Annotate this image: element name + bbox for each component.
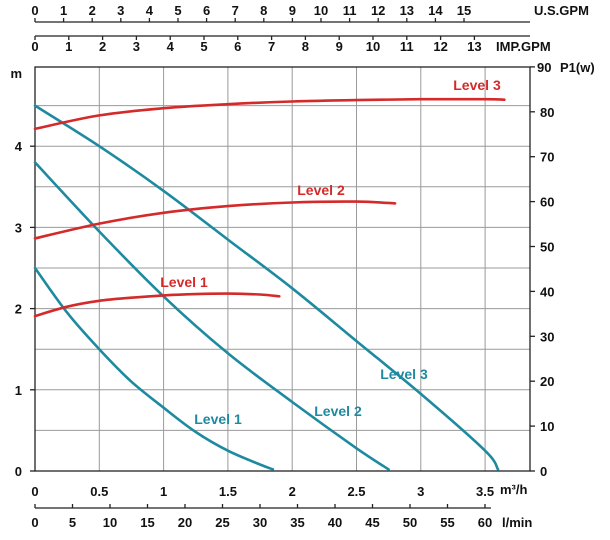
head-tick-label: 4 — [15, 139, 23, 154]
us-gpm-tick-label: 15 — [457, 3, 471, 18]
power-tick-label: 70 — [540, 150, 554, 165]
power-tick-label: 80 — [540, 105, 554, 120]
us-gpm-tick-label: 4 — [146, 3, 154, 18]
us-gpm-tick-label: 13 — [400, 3, 414, 18]
flow-lmin-tick-label: 0 — [31, 515, 38, 530]
curve-labels: Level 1 Level 2 Level 3 Level 1 Level 2 Level… — [160, 77, 501, 427]
flow-lmin-tick-label: 25 — [215, 515, 229, 530]
grid — [35, 67, 530, 471]
flow-m3h-tick-label: 3.5 — [476, 484, 494, 499]
power-tick-label: 60 — [540, 195, 554, 210]
imp-gpm-tick-label: 1 — [65, 39, 72, 54]
us-gpm-tick-label: 11 — [343, 3, 357, 18]
us-gpm-tick-label: 8 — [260, 3, 267, 18]
flow-lmin-tick-label: 55 — [440, 515, 454, 530]
head-unit-label: m — [10, 66, 22, 81]
imp-gpm-tick-label: 11 — [400, 39, 414, 54]
imp-gpm-tick-label: 7 — [268, 39, 275, 54]
power-curve-label-level-2: Level 2 — [297, 182, 345, 198]
imp-gpm-tick-label: 5 — [200, 39, 207, 54]
imp-gpm-tick-label: 4 — [167, 39, 175, 54]
power-tick-label: 0 — [540, 464, 547, 479]
flow-m3h-tick-label: 2 — [289, 484, 296, 499]
power-curve-level-3 — [33, 97, 506, 131]
power-curve-level-1 — [33, 292, 281, 318]
flow-m3h-tick-label: 2.5 — [347, 484, 365, 499]
head-curve-label-level-2: Level 2 — [314, 403, 362, 419]
power-tick-label: 30 — [540, 329, 554, 344]
us-gpm-tick-label: 1 — [60, 3, 67, 18]
us-gpm-tick-label: 2 — [89, 3, 96, 18]
power-tick-label: 50 — [540, 240, 554, 255]
flow-lmin-tick-label: 40 — [328, 515, 342, 530]
head-curve-label-level-1: Level 1 — [194, 411, 242, 427]
power-curve-label-level-3: Level 3 — [453, 77, 501, 93]
flow-lmin-tick-label: 15 — [140, 515, 154, 530]
us-gpm-tick-label: 0 — [31, 3, 38, 18]
imp-gpm-tick-label: 0 — [31, 39, 38, 54]
us-gpm-tick-label: 9 — [289, 3, 296, 18]
plot-frame — [34, 66, 531, 472]
flow-lmin-tick-label: 10 — [103, 515, 117, 530]
power-unit-label: P1(w) — [560, 60, 595, 75]
us-gpm-tick-label: 7 — [232, 3, 239, 18]
flow-lmin-unit-label: l/min — [502, 515, 532, 530]
power-tick-label: 10 — [540, 419, 554, 434]
us-gpm-tick-label: 14 — [428, 3, 443, 18]
flow-m3h-unit-label: m³/h — [500, 482, 528, 497]
head-curve-label-level-3: Level 3 — [380, 366, 428, 382]
imp-gpm-tick-label: 6 — [234, 39, 241, 54]
head-tick-label: 2 — [15, 302, 22, 317]
power-tick-label: 90 — [537, 60, 551, 75]
us-gpm-tick-label: 5 — [174, 3, 181, 18]
head-curve-level-2 — [33, 161, 390, 471]
us-gpm-tick-label: 12 — [371, 3, 385, 18]
flow-m3h-tick-label: 0 — [31, 484, 38, 499]
curves — [33, 97, 506, 471]
imp-gpm-tick-label: 3 — [133, 39, 140, 54]
flow-lmin-tick-label: 5 — [69, 515, 76, 530]
imp-gpm-unit-label: IMP.GPM — [496, 39, 551, 54]
us-gpm-tick-label: 6 — [203, 3, 210, 18]
flow-lmin-tick-label: 60 — [478, 515, 492, 530]
imp-gpm-tick-label: 2 — [99, 39, 106, 54]
imp-gpm-tick-label: 9 — [336, 39, 343, 54]
imp-gpm-tick-label: 10 — [366, 39, 380, 54]
head-tick-label: 0 — [15, 464, 22, 479]
imp-gpm-tick-label: 12 — [433, 39, 447, 54]
us-gpm-unit-label: U.S.GPM — [534, 3, 589, 18]
flow-m3h-tick-label: 0.5 — [90, 484, 108, 499]
head-curve-level-1 — [33, 266, 275, 471]
us-gpm-tick-label: 3 — [117, 3, 124, 18]
head-tick-label: 3 — [15, 220, 22, 235]
flow-lmin-tick-label: 50 — [403, 515, 417, 530]
power-tick-label: 40 — [540, 284, 554, 299]
power-curve-label-level-1: Level 1 — [160, 274, 208, 290]
head-curve-level-3 — [33, 104, 500, 471]
power-curve-level-2 — [33, 200, 397, 240]
flow-m3h-tick-label: 1.5 — [219, 484, 237, 499]
head-tick-label: 1 — [15, 383, 22, 398]
power-tick-label: 20 — [540, 374, 554, 389]
us-gpm-tick-label: 10 — [314, 3, 328, 18]
flow-lmin-tick-label: 20 — [178, 515, 192, 530]
flow-m3h-tick-label: 1 — [160, 484, 167, 499]
flow-lmin-tick-label: 35 — [290, 515, 304, 530]
flow-lmin-tick-label: 30 — [253, 515, 267, 530]
imp-gpm-tick-label: 13 — [467, 39, 481, 54]
imp-gpm-tick-label: 8 — [302, 39, 309, 54]
flow-m3h-tick-label: 3 — [417, 484, 424, 499]
flow-lmin-tick-label: 45 — [365, 515, 379, 530]
